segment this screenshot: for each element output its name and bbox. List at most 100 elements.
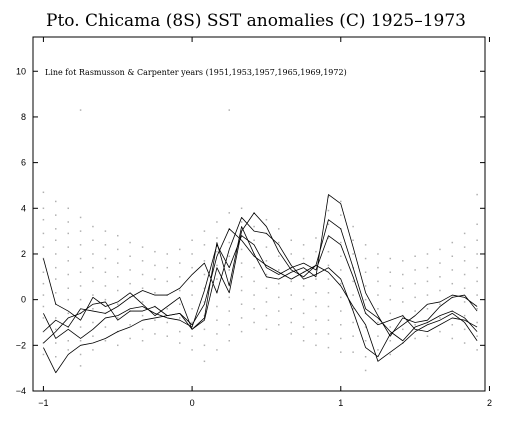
scatter-point (340, 269, 342, 271)
scatter-point (426, 308, 429, 310)
scatter-point (228, 310, 231, 312)
scatter-point (104, 326, 107, 328)
scatter-point (240, 248, 243, 251)
scatter-point (389, 257, 392, 260)
scatter-point (216, 305, 218, 308)
scatter-point (414, 296, 416, 299)
scatter-point (340, 214, 342, 216)
scatter-point (79, 326, 82, 328)
scatter-point (191, 239, 193, 242)
scatter-point (253, 321, 255, 324)
scatter-point (476, 294, 478, 296)
scatter-point (377, 253, 379, 255)
scatter-point (414, 337, 416, 340)
scatter-point (166, 321, 169, 324)
scatter-point (352, 335, 354, 337)
scatter-point (290, 280, 293, 283)
scatter-point (129, 269, 131, 271)
scatter-point (315, 292, 317, 294)
series-line-1 (43, 194, 478, 337)
scatter-point (302, 257, 305, 260)
y-tick-label: 4 (21, 203, 26, 213)
line-layer (43, 194, 478, 374)
scatter-point (476, 266, 478, 269)
scatter-point (389, 298, 392, 301)
scatter-point (426, 280, 429, 283)
scatter-point (402, 260, 404, 262)
scatter-point (228, 324, 231, 326)
scatter-point (141, 287, 144, 289)
scatter-point (278, 324, 280, 326)
scatter-point (476, 223, 478, 226)
scatter-point (104, 244, 107, 246)
scatter-point (327, 223, 330, 226)
scatter-point (278, 296, 280, 299)
scatter-point (179, 342, 181, 344)
scatter-point (377, 335, 379, 337)
scatter-point (402, 328, 404, 331)
scatter-point (315, 250, 317, 253)
scatter-point (327, 305, 330, 308)
scatter-point (154, 278, 156, 280)
scatter-point (203, 344, 206, 347)
scatter-point (228, 269, 231, 271)
scatter-point (67, 260, 69, 262)
scatter-point (364, 355, 367, 358)
scatter-point (92, 321, 94, 324)
scatter-point (377, 294, 379, 296)
scatter-point (476, 253, 478, 255)
y-tick-label: −4 (16, 386, 26, 396)
scatter-point (92, 308, 94, 310)
scatter-point (117, 276, 119, 278)
scatter-point (340, 324, 342, 326)
scatter-point (389, 285, 392, 287)
scatter-point (463, 287, 466, 289)
scatter-point (240, 262, 243, 264)
scatter-point (451, 241, 454, 244)
x-tick-label: 2 (487, 398, 492, 408)
scatter-point (179, 262, 181, 264)
scatter-point (228, 282, 231, 285)
scatter-point (476, 280, 478, 283)
scatter-point (278, 228, 280, 230)
scatter-point (302, 285, 305, 287)
scatter-point (302, 326, 305, 328)
scatter-point (364, 257, 367, 260)
scatter-point (216, 319, 218, 321)
scatter-point (179, 248, 181, 251)
scatter-point (79, 244, 82, 246)
scatter-point (463, 260, 466, 262)
scatter-point (104, 257, 107, 260)
scatter-point (141, 328, 144, 331)
scatter-point (191, 294, 193, 296)
scatter-point (463, 301, 466, 303)
scatter-point (463, 314, 466, 317)
scatter-point (253, 308, 255, 310)
scatter-point (141, 301, 144, 303)
scatter-point (79, 257, 82, 260)
y-tick-label: −2 (16, 340, 26, 350)
scatter-point (265, 218, 268, 221)
scatter-point (265, 287, 268, 289)
scatter-point (216, 278, 218, 280)
scatter-point (191, 253, 193, 255)
chart-annotation: Line fot Rasmusson & Carpenter years (19… (45, 68, 347, 77)
scatter-point (451, 324, 454, 326)
scatter-point (42, 246, 45, 248)
scatter-point (364, 298, 367, 301)
scatter-point (166, 335, 169, 337)
scatter-point (117, 234, 119, 237)
scatter-point (216, 221, 218, 223)
scatter-point (315, 237, 317, 239)
scatter-point (290, 333, 293, 335)
scatter-point (240, 317, 243, 319)
scatter-point (228, 340, 231, 342)
scatter-point (352, 351, 354, 353)
scatter-point (302, 340, 305, 342)
scatter-point (141, 273, 144, 276)
scatter-point (67, 246, 69, 248)
tick-layer: −1 0 1 2 −4 −2 0 2 4 6 8 10 (16, 37, 492, 408)
scatter-point (439, 330, 441, 333)
scatter-point (352, 225, 354, 228)
